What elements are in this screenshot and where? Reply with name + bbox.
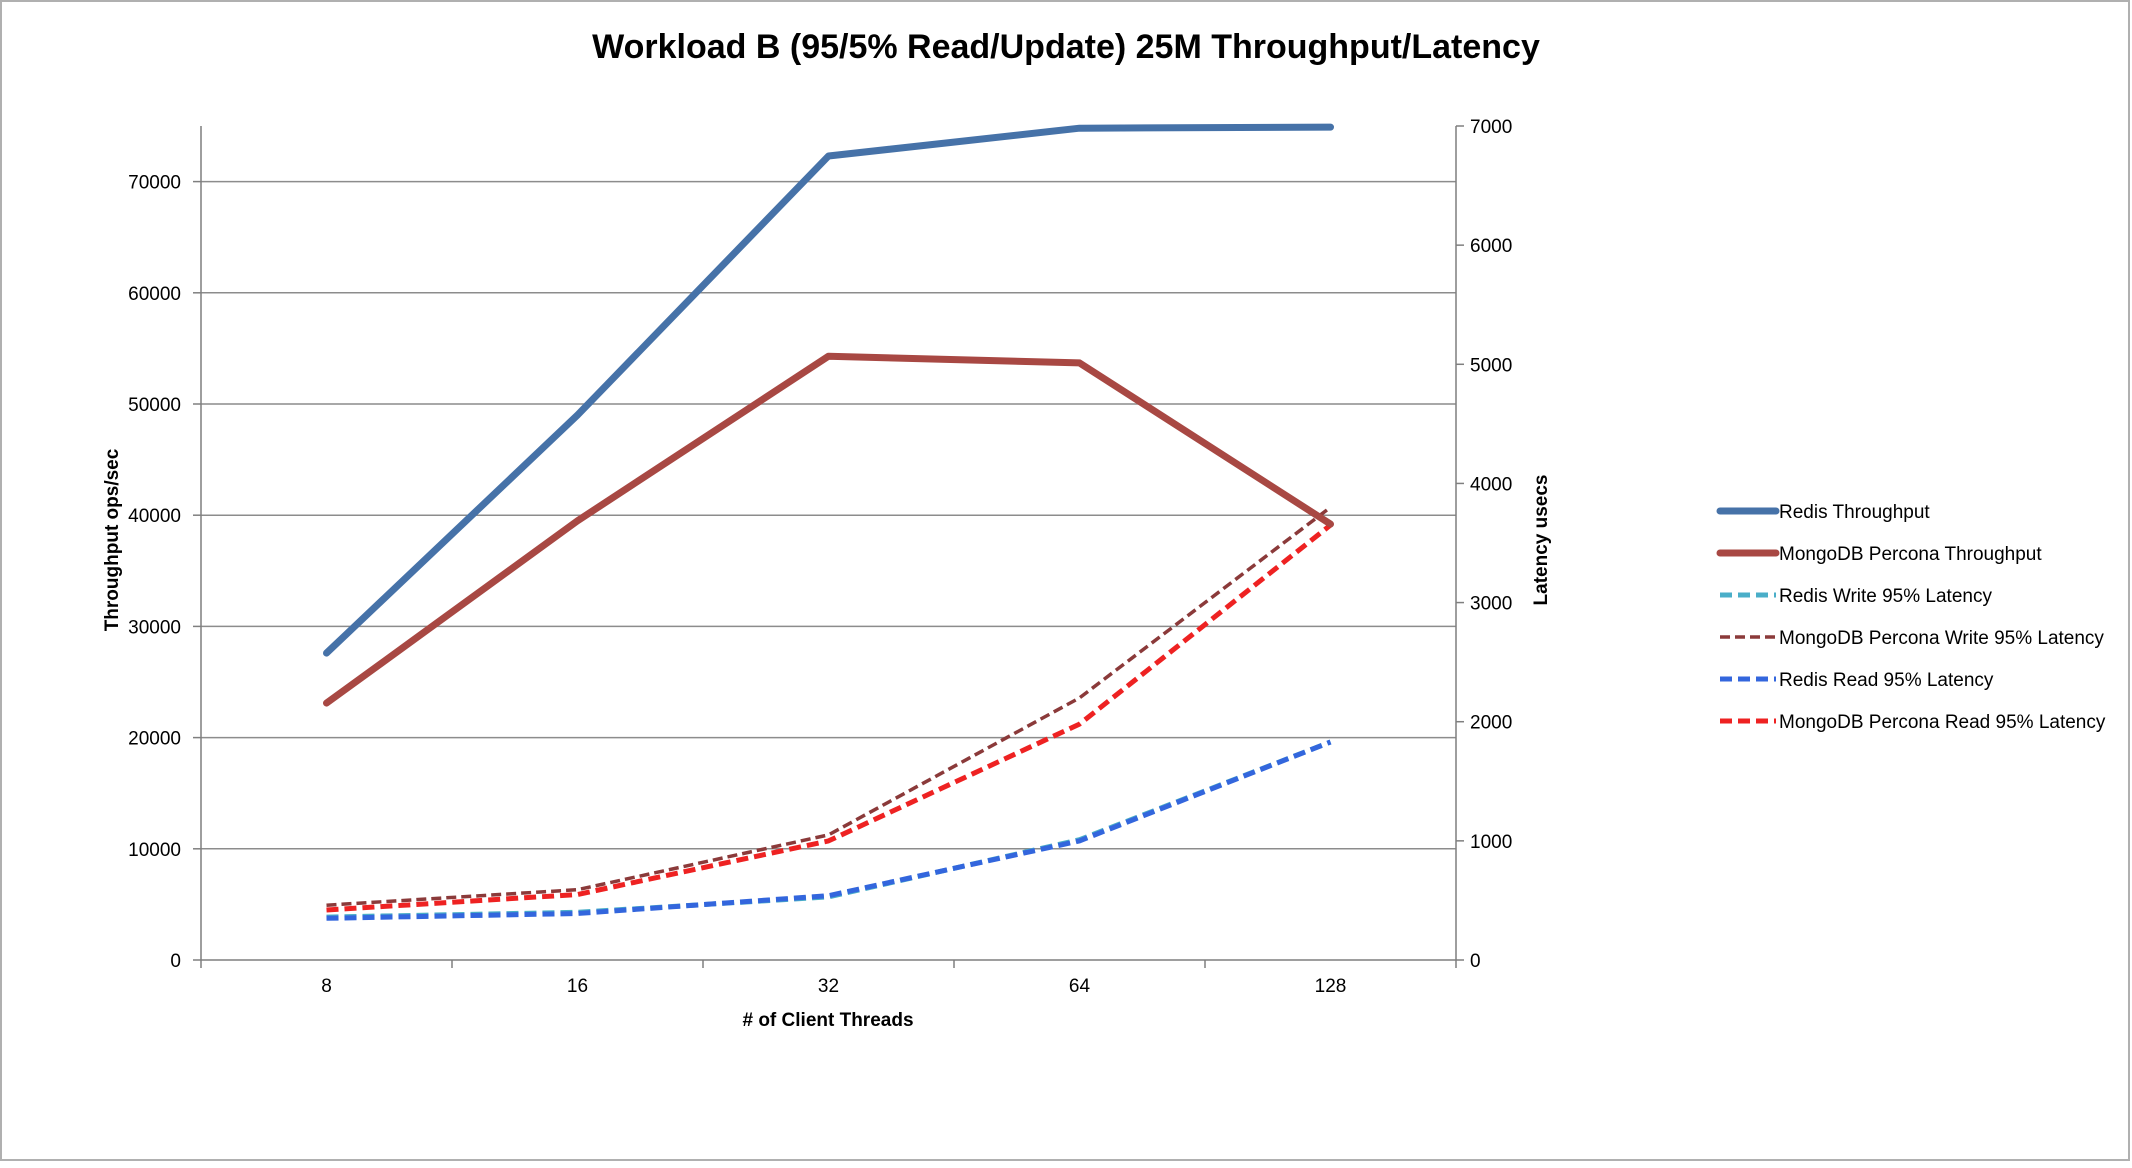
legend-label: MongoDB Percona Read 95% Latency	[1779, 712, 2106, 733]
legend-label: Redis Throughput	[1779, 502, 1930, 523]
series-line-redis-throughput	[323, 123, 1334, 657]
series-line-mongodb-percona-read-95-latency	[326, 523, 1333, 913]
x-tick-label: 16	[567, 976, 588, 997]
series-line-redis-read-95-latency	[326, 739, 1332, 921]
y-tick-label: 10000	[128, 840, 181, 861]
x-tick-label: 64	[1069, 976, 1091, 997]
legend-label: MongoDB Percona Throughput	[1779, 544, 2042, 565]
legend-label: MongoDB Percona Write 95% Latency	[1779, 628, 2104, 649]
series-line-mongodb-percona-throughput	[323, 352, 1334, 707]
y-tick-label: 70000	[128, 173, 181, 194]
y2-tick-label: 2000	[1470, 713, 1512, 734]
y2-tick-label: 5000	[1470, 355, 1512, 376]
y2-tick-label: 0	[1470, 951, 1481, 972]
x-tick-label: 32	[818, 976, 839, 997]
y2-tick-label: 6000	[1470, 236, 1512, 257]
legend: Redis Throughput MongoDB Percona Throughp…	[1716, 502, 2106, 733]
y2-axis-title: Latency usecs	[1531, 475, 1552, 606]
series-lines	[323, 123, 1334, 921]
y2-tick-label: 4000	[1470, 474, 1512, 495]
x-tick-label: 8	[321, 976, 332, 997]
legend-label: Redis Read 95% Latency	[1779, 670, 1994, 691]
y-tick-label: 50000	[128, 395, 181, 416]
y2-tick-label: 1000	[1470, 832, 1512, 853]
x-axis-title: # of Client Threads	[742, 1010, 913, 1031]
x-tick-label: 128	[1315, 976, 1347, 997]
axes	[193, 125, 1464, 968]
y-tick-label: 20000	[128, 729, 181, 750]
chart-title: Workload B (95/5% Read/Update) 25M Throu…	[592, 28, 1540, 66]
y2-tick-label: 3000	[1470, 594, 1512, 615]
tick-labels: 0 10000 20000 30000 40000 50000 60000 70000 0 100…	[128, 117, 1512, 997]
y-axis-title: Throughput ops/sec	[102, 448, 123, 631]
legend-label: Redis Write 95% Latency	[1779, 586, 1992, 607]
gridlines	[201, 180, 1456, 850]
y-tick-label: 60000	[128, 284, 181, 305]
y-tick-label: 0	[170, 951, 181, 972]
y-tick-label: 40000	[128, 506, 181, 527]
series-line-mongodb-percona-write-95-latency	[326, 505, 1332, 907]
y-tick-label: 30000	[128, 617, 181, 638]
y2-tick-label: 7000	[1470, 117, 1512, 138]
